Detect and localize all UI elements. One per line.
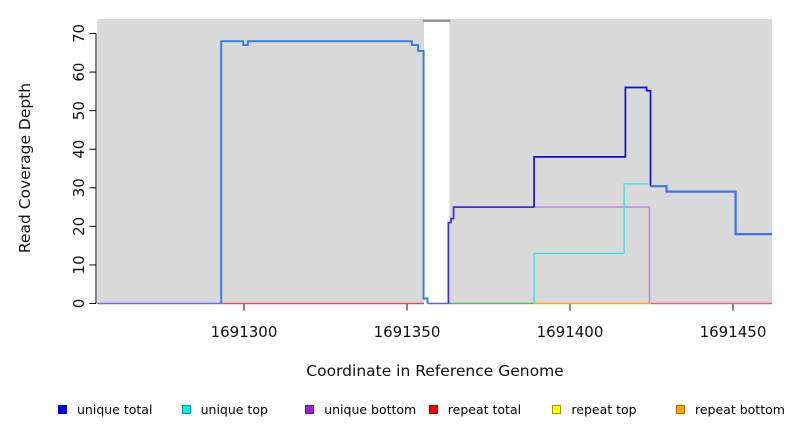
unique-bottom-line [534, 206, 651, 304]
y-tick-label: 60 [70, 63, 88, 82]
y-tick-label: 40 [70, 140, 88, 159]
y-tick-label: 0 [70, 299, 88, 309]
assembly-gap [423, 19, 450, 304]
y-tick-label: 10 [70, 255, 88, 274]
x-tick-label: 1691450 [700, 323, 767, 341]
gap-top-bar [422, 19, 451, 22]
y-axis-title: Read Coverage Depth [16, 82, 34, 254]
y-tick-label: 30 [70, 178, 88, 197]
unique-total-bottom-overlap [447, 206, 535, 304]
unique-total-top-overlap-left [220, 40, 429, 304]
unique-total-line [533, 86, 652, 208]
x-tick-label: 1691400 [537, 323, 604, 341]
y-tick-label: 50 [70, 101, 88, 120]
x-tick-label: 1691350 [374, 323, 441, 341]
y-tick-label: 20 [70, 217, 88, 236]
y-tick-label: 70 [70, 24, 88, 43]
x-axis-title: Coordinate in Reference Genome [306, 362, 564, 380]
x-tick-label: 1691300 [211, 323, 278, 341]
unique-top-line [533, 183, 649, 304]
unique-total-top-overlap-right [650, 185, 773, 236]
